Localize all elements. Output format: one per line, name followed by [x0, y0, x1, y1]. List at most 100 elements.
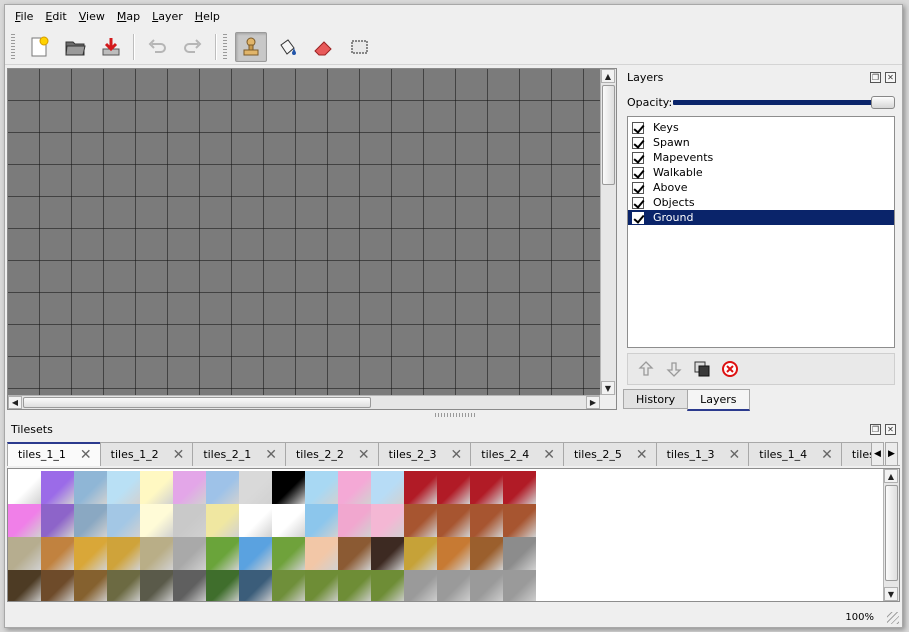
rect-select-button[interactable] — [343, 32, 375, 62]
tileset-tile[interactable] — [404, 504, 437, 537]
tileset-tile[interactable] — [140, 537, 173, 570]
tab-tiles-2-3[interactable]: tiles_2_3 ✕ — [377, 442, 472, 466]
redo-button[interactable] — [177, 32, 209, 62]
close-tab-icon[interactable]: ✕ — [450, 446, 463, 463]
tileset-tile[interactable] — [239, 537, 272, 570]
map-horizontal-scrollbar[interactable]: ◀ ▶ — [8, 395, 600, 409]
tileset-tile[interactable] — [140, 471, 173, 504]
tileset-tile[interactable] — [338, 570, 371, 601]
raise-layer-button[interactable] — [632, 356, 660, 382]
layer-visibility-checkbox[interactable] — [632, 151, 644, 164]
tab-tiles-2-1[interactable]: tiles_2_1 ✕ — [192, 442, 286, 466]
tileset-tile[interactable] — [371, 570, 404, 601]
tileset-tile[interactable] — [206, 537, 239, 570]
tileset-tile-grid[interactable] — [8, 471, 536, 601]
tileset-vertical-scrollbar[interactable]: ▲ ▼ — [883, 469, 899, 601]
tileset-tile[interactable] — [107, 471, 140, 504]
scroll-up-arrow-icon[interactable]: ▲ — [601, 69, 615, 83]
menu-view[interactable]: View — [73, 7, 111, 27]
tileset-tile[interactable] — [470, 537, 503, 570]
tileset-tile[interactable] — [140, 570, 173, 601]
dock-float-icon[interactable]: ❐ — [870, 72, 881, 83]
tileset-tile[interactable] — [8, 504, 41, 537]
lower-layer-button[interactable] — [660, 356, 688, 382]
map-grid-canvas[interactable] — [8, 69, 600, 395]
tileset-tile[interactable] — [206, 504, 239, 537]
window-resize-grip[interactable] — [887, 612, 899, 624]
layer-row-objects[interactable]: Objects — [628, 195, 894, 210]
tileset-tile[interactable] — [74, 471, 107, 504]
eraser-button[interactable] — [307, 32, 339, 62]
duplicate-layer-button[interactable] — [688, 356, 716, 382]
tileset-tile[interactable] — [74, 570, 107, 601]
close-tab-icon[interactable]: ✕ — [728, 446, 741, 463]
layer-visibility-checkbox[interactable] — [632, 121, 644, 134]
tileset-tile[interactable] — [8, 570, 41, 601]
menu-layer[interactable]: Layer — [146, 7, 189, 27]
stamp-brush-button[interactable] — [235, 31, 267, 62]
menu-edit[interactable]: Edit — [39, 7, 72, 27]
scroll-down-arrow-icon[interactable]: ▼ — [601, 381, 615, 395]
tileset-tile[interactable] — [371, 504, 404, 537]
undo-button[interactable] — [141, 32, 173, 62]
tab-tiles-2-5[interactable]: tiles_2_5 ✕ — [562, 442, 657, 466]
layers-list[interactable]: Keys Spawn Mapevents Walkable Above Obje… — [627, 116, 895, 348]
tileset-tile[interactable] — [437, 471, 470, 504]
new-map-button[interactable] — [23, 32, 55, 62]
layer-row-spawn[interactable]: Spawn — [628, 135, 894, 150]
scroll-left-arrow-icon[interactable]: ◀ — [8, 396, 22, 409]
save-button[interactable] — [95, 32, 127, 62]
map-horizontal-scroll-thumb[interactable] — [23, 397, 371, 408]
tileset-tile[interactable] — [503, 570, 536, 601]
tileset-tile[interactable] — [107, 537, 140, 570]
layer-visibility-checkbox[interactable] — [632, 196, 644, 209]
scroll-right-arrow-icon[interactable]: ▶ — [586, 396, 600, 409]
tileset-tile[interactable] — [173, 504, 206, 537]
tileset-tile[interactable] — [305, 570, 338, 601]
tileset-tile[interactable] — [470, 504, 503, 537]
tileset-tile[interactable] — [107, 504, 140, 537]
scroll-up-arrow-icon[interactable]: ▲ — [884, 469, 898, 483]
tileset-tile[interactable] — [503, 537, 536, 570]
close-tab-icon[interactable]: ✕ — [172, 446, 185, 463]
tileset-tile[interactable] — [41, 471, 74, 504]
close-tab-icon[interactable]: ✕ — [543, 446, 555, 463]
tileset-tile[interactable] — [140, 504, 173, 537]
tab-tiles-1-2[interactable]: tiles_1_2 ✕ — [99, 442, 194, 466]
tab-layers[interactable]: Layers — [687, 389, 750, 411]
open-button[interactable] — [59, 32, 91, 62]
remove-layer-button[interactable] — [716, 356, 744, 382]
tileset-tile[interactable] — [503, 504, 536, 537]
tileset-tile[interactable] — [74, 537, 107, 570]
tileset-tile[interactable] — [272, 504, 305, 537]
tileset-tile[interactable] — [338, 537, 371, 570]
map-vertical-scrollbar[interactable]: ▲ ▼ — [600, 69, 616, 395]
tileset-tile[interactable] — [470, 570, 503, 601]
tileset-tile[interactable] — [404, 471, 437, 504]
layer-visibility-checkbox[interactable] — [632, 166, 644, 179]
tileset-tile[interactable] — [437, 570, 470, 601]
bucket-fill-button[interactable] — [271, 32, 303, 62]
tileset-tile[interactable] — [437, 537, 470, 570]
tab-tiles-1-4[interactable]: tiles_1_4 ✕ — [748, 442, 842, 466]
tileset-tile[interactable] — [41, 537, 74, 570]
tab-tiles-2-2[interactable]: tiles_2_2 ✕ — [284, 442, 379, 466]
tab-tiles-1-3[interactable]: tiles_1_3 ✕ — [655, 442, 750, 466]
tileset-tile[interactable] — [74, 504, 107, 537]
tileset-tile[interactable] — [371, 471, 404, 504]
tab-scroll-left-icon[interactable]: ◀ — [871, 442, 884, 466]
close-tab-icon[interactable]: ✕ — [79, 447, 92, 463]
tab-history[interactable]: History — [623, 389, 689, 409]
tileset-tile[interactable] — [173, 471, 206, 504]
tileset-tile[interactable] — [107, 570, 140, 601]
layer-row-ground[interactable]: Ground — [628, 210, 894, 225]
layer-row-mapevents[interactable]: Mapevents — [628, 150, 894, 165]
opacity-slider-handle[interactable] — [871, 96, 895, 109]
tileset-tile[interactable] — [239, 570, 272, 601]
tileset-tile[interactable] — [470, 471, 503, 504]
tileset-tile[interactable] — [272, 570, 305, 601]
tileset-tile[interactable] — [305, 537, 338, 570]
layer-visibility-checkbox[interactable] — [632, 211, 644, 224]
tileset-tile[interactable] — [173, 537, 206, 570]
tileset-tile[interactable] — [338, 504, 371, 537]
